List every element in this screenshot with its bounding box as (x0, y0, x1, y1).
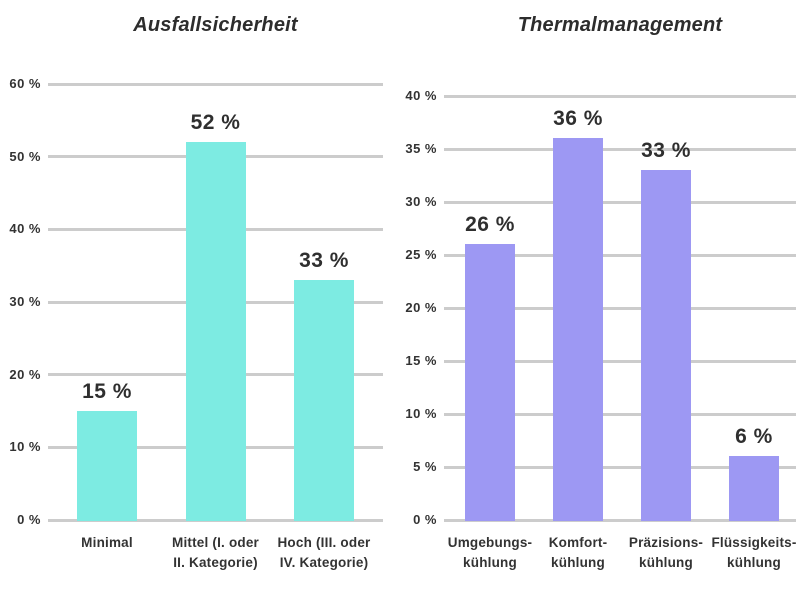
x-axis-category-label: Umgebungs-kühlung (434, 533, 546, 573)
gridline (444, 94, 796, 98)
bar (729, 456, 779, 521)
x-axis-category-label: Komfort-kühlung (522, 533, 634, 573)
y-axis-tick-label: 10 % (405, 406, 437, 421)
x-axis-category-label-line: Präzisions- (628, 535, 704, 550)
gridline (48, 82, 383, 86)
x-axis-category-label: Mittel (I. oder II. Kategorie) (146, 533, 286, 573)
bar-value-label: 33 % (641, 139, 691, 163)
y-axis-tick-label: 10 % (9, 439, 41, 455)
gridline (444, 200, 796, 204)
y-axis-tick-label: 0 % (413, 512, 437, 527)
y-axis-tick-label: 5 % (413, 459, 437, 474)
x-axis-category-label: Hoch (III. oder IV. Kategorie) (254, 533, 394, 573)
x-axis-category-label-line: IV. Kategorie) (279, 555, 369, 570)
y-axis-tick-label: 20 % (405, 300, 437, 315)
y-axis-tick-label: 40 % (405, 88, 437, 103)
gridline (444, 306, 796, 310)
bar-value-label: 52 % (190, 111, 241, 135)
y-axis-tick-label: 40 % (9, 221, 41, 237)
x-axis-category-label-line: kühlung (727, 555, 781, 570)
x-axis-category-label-line: Flüssigkeits- (711, 535, 797, 550)
y-axis-tick-label: 35 % (405, 141, 437, 156)
gridline (444, 518, 796, 522)
gridline (444, 412, 796, 416)
chart-ausfallsicherheit: Ausfallsicherheit 15 % 52 % 33 % 0 % 10 % 20… (9, 14, 394, 573)
gridline (444, 253, 796, 257)
x-axis-category-label-line: Mittel (I. oder (172, 535, 259, 550)
plot-area: 15 % 52 % 33 % (48, 82, 383, 522)
y-axis-tick-label: 0 % (17, 512, 41, 527)
chart-title: Ausfallsicherheit (133, 14, 298, 36)
x-axis-category-label-line: Umgebungs- (447, 535, 533, 550)
y-axis-tick-label: 50 % (9, 148, 41, 164)
y-axis-tick-label: 30 % (9, 294, 41, 309)
bar (77, 411, 137, 521)
y-axis-tick-label: 15 % (405, 353, 437, 368)
bar-value-label: 15 % (82, 380, 132, 403)
x-axis-category-label: Minimal (37, 533, 177, 553)
x-axis-category-label-line: II. Kategorie) (173, 555, 258, 570)
chart-title: Thermalmanagement (517, 14, 723, 36)
gridline (444, 359, 796, 363)
bar (641, 170, 691, 521)
bar (185, 142, 246, 521)
x-axis-category-label-line: Komfort- (548, 535, 608, 550)
x-axis-category-label-line: kühlung (463, 555, 517, 570)
bar (553, 138, 603, 521)
x-axis-category-label: Flüssigkeits-kühlung (698, 533, 800, 573)
chart-thermalmanagement: Thermalmanagement 26 % 36 % 33 % 6 % 0 % 5 %… (400, 0, 800, 600)
x-axis-category-label-line: kühlung (551, 555, 605, 570)
gridline (444, 147, 796, 151)
bar-value-label: 6 % (735, 425, 773, 449)
x-axis-category-label-line: Hoch (III. oder (277, 535, 371, 550)
bar-value-label: 33 % (299, 249, 349, 273)
bar (294, 280, 354, 521)
bar-value-label: 36 % (553, 107, 603, 131)
y-axis-tick-label: 20 % (9, 366, 41, 382)
x-axis-category-label: Präzisions-kühlung (610, 533, 722, 573)
y-axis-tick-label: 60 % (9, 76, 41, 91)
y-axis-tick-label: 25 % (405, 247, 437, 262)
y-axis-tick-label: 30 % (405, 194, 437, 209)
gridline (444, 465, 796, 469)
bar (465, 244, 515, 521)
plot-area: 26 % 36 % 33 % 6 % (444, 94, 796, 522)
x-axis-category-label-line: Minimal (81, 535, 133, 550)
x-axis-category-label-line: kühlung (639, 555, 693, 570)
bar-value-label: 26 % (465, 213, 515, 237)
